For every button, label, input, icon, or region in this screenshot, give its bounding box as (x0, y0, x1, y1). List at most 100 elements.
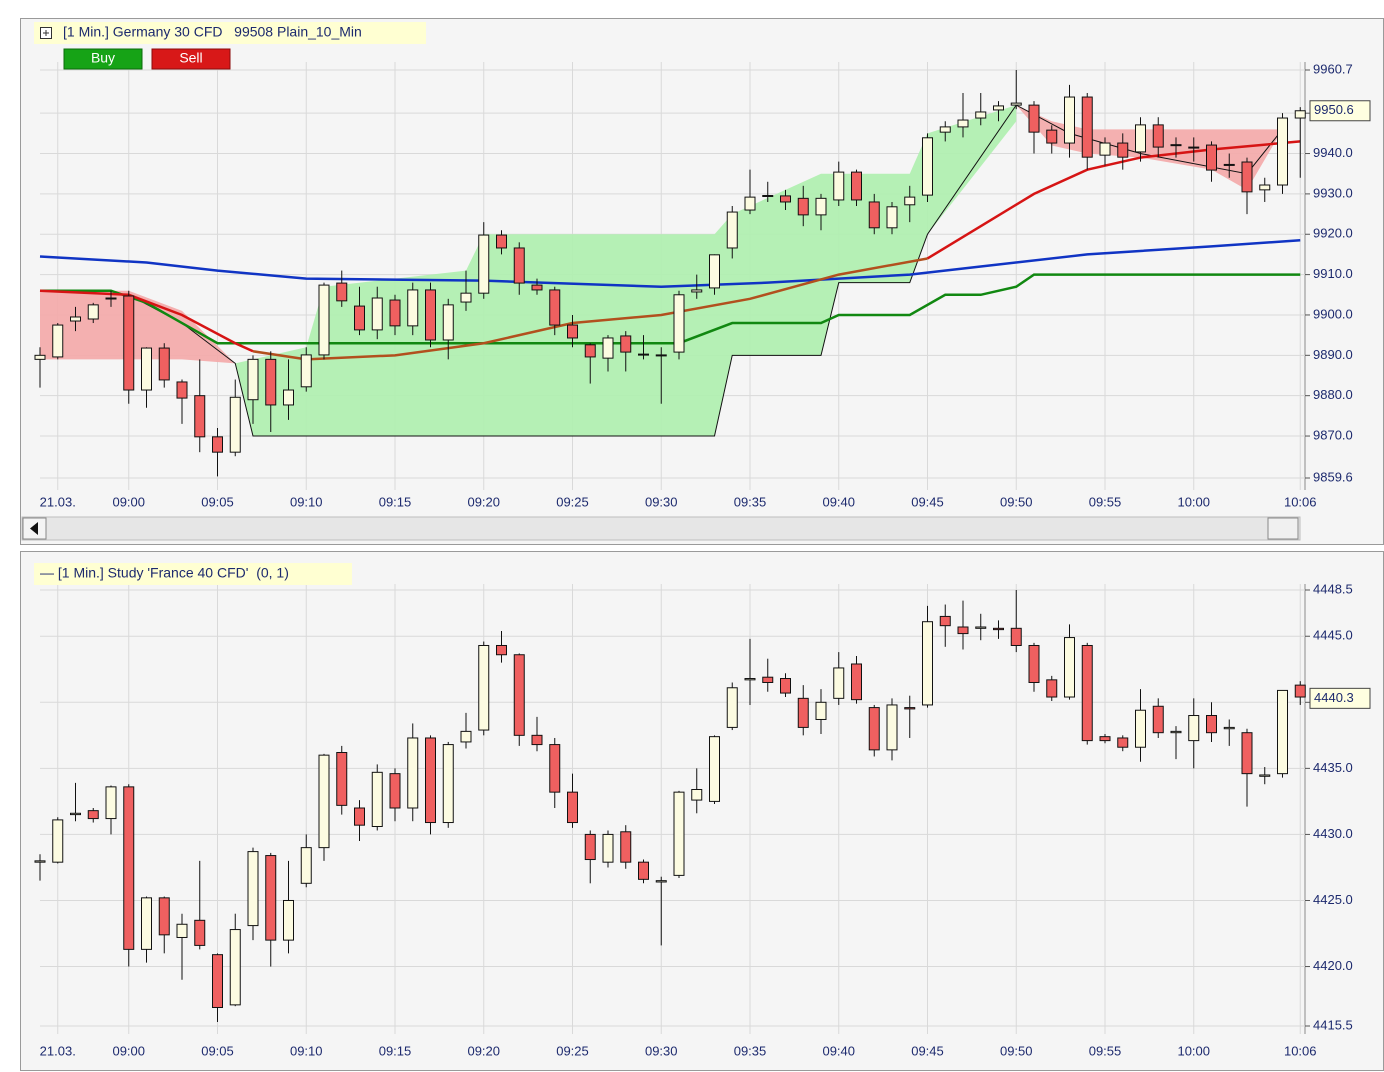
y-tick-label: 4420.0 (1313, 958, 1353, 973)
bottom-header-bg (34, 563, 352, 585)
candle-body (1081, 96, 1093, 158)
x-tick-label: 09:25 (556, 494, 589, 509)
sell-button[interactable] (151, 48, 231, 70)
y-tick-label: 4425.0 (1313, 892, 1353, 907)
candle-body (531, 284, 543, 291)
candle-body (1135, 124, 1146, 153)
candle-body (709, 736, 720, 802)
candle-body (638, 353, 649, 356)
x-tick-label: 10:00 (1177, 1043, 1210, 1058)
candle-body (70, 812, 81, 816)
x-tick-label: 09:50 (1000, 494, 1033, 509)
candle-body (1241, 161, 1253, 193)
candle-body (176, 923, 188, 938)
candle-body (389, 299, 401, 327)
candle-body (1081, 644, 1093, 742)
y-tick-label: 9910.0 (1313, 266, 1353, 281)
candle-body (87, 810, 99, 820)
sell-button-label[interactable]: Sell (179, 50, 202, 66)
candle-body (336, 282, 348, 302)
candle-body (602, 337, 614, 359)
candle-body (1206, 715, 1217, 734)
y-tick-label: 9900.0 (1313, 306, 1353, 321)
candle-body (1064, 96, 1075, 144)
y-tick-label: 9859.6 (1313, 469, 1353, 484)
candle-body (1170, 144, 1182, 147)
x-tick-label: 09:35 (734, 494, 767, 509)
candle-body (691, 289, 703, 293)
candle-body (1294, 684, 1306, 698)
y-tick-label: 9920.0 (1313, 226, 1353, 241)
candle-body (780, 678, 791, 694)
x-tick-label: 09:00 (112, 1043, 145, 1058)
candle-body (478, 234, 490, 294)
candle-body (407, 737, 419, 809)
candle-body (105, 786, 117, 820)
scrollbar-track[interactable] (21, 516, 1301, 541)
x-tick-label: 09:45 (911, 1043, 944, 1058)
candle-body (105, 297, 117, 300)
y-tick-label: 9930.0 (1313, 185, 1353, 200)
candle-body (123, 786, 135, 950)
candle-body (442, 744, 454, 824)
candle-body (425, 289, 436, 341)
candle-body (70, 316, 81, 322)
candle-body (868, 201, 880, 229)
candle-body (691, 789, 703, 801)
candle-body (194, 395, 206, 438)
candle-body (52, 324, 64, 358)
last-price-label: 9950.6 (1314, 102, 1354, 117)
y-tick-label: 9880.0 (1313, 387, 1353, 402)
x-tick-label: 09:05 (201, 494, 234, 509)
candle-body (513, 247, 525, 284)
candle-body (1064, 637, 1075, 698)
y-tick-label: 4415.5 (1313, 1017, 1353, 1032)
x-tick-label: 09:05 (201, 1043, 234, 1058)
y-tick-label: 4448.5 (1313, 581, 1353, 596)
buy-button[interactable] (63, 48, 143, 70)
candle-body (265, 855, 277, 941)
y-tick-label: 9940.0 (1313, 145, 1353, 160)
candle-body (460, 730, 472, 743)
candle-body (229, 396, 241, 453)
buy-button-label[interactable]: Buy (91, 50, 115, 66)
candle-body (531, 734, 543, 746)
candle-body (1277, 689, 1288, 775)
candle-body (283, 389, 294, 406)
candle-body (815, 701, 827, 720)
x-tick-label: 09:25 (556, 1043, 589, 1058)
candle-body (673, 791, 685, 876)
y-tick-label: 9890.0 (1313, 347, 1353, 362)
candle-body (318, 284, 330, 356)
candle-body (1135, 709, 1146, 748)
candle-body (265, 358, 277, 406)
candle-body (141, 347, 152, 391)
candle-body (1046, 129, 1058, 144)
candle-body (1223, 163, 1235, 166)
y-tick-label: 9870.0 (1313, 427, 1353, 442)
x-tick-label: 09:35 (734, 1043, 767, 1058)
last-price-tag (1309, 100, 1371, 122)
candle-body (904, 196, 916, 206)
x-tick-label: 09:50 (1000, 1043, 1033, 1058)
scroll-thumb[interactable] (1267, 517, 1299, 540)
candle-body (993, 105, 1004, 111)
candle-body (1206, 144, 1217, 171)
y-tick-label: 4435.0 (1313, 760, 1353, 775)
x-tick-label: 10:06 (1284, 494, 1317, 509)
candle-body (584, 344, 596, 358)
candle-body (1241, 732, 1253, 775)
candle-body (975, 626, 987, 629)
x-tick-label: 09:10 (290, 1043, 323, 1058)
candle-body (1046, 679, 1058, 698)
candle-body (744, 678, 756, 681)
candle-body (922, 137, 933, 196)
candle-body (620, 335, 632, 353)
y-tick-label: 4430.0 (1313, 826, 1353, 841)
candle-body (762, 195, 774, 198)
candle-body (886, 206, 898, 229)
indicator-line (40, 273, 1301, 345)
last-price-label: 4440.3 (1314, 690, 1354, 705)
candle-body (1117, 142, 1129, 158)
candle-body (1170, 730, 1182, 734)
